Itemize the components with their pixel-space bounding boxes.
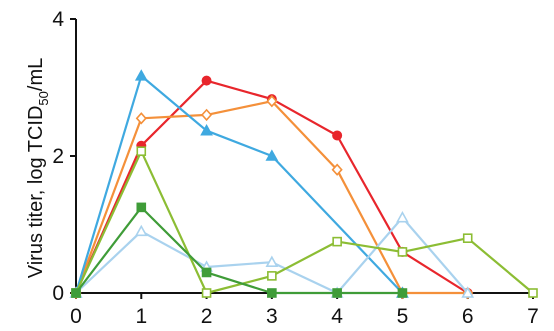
x-tick-label: 5: [397, 305, 409, 328]
series-2: [70, 95, 474, 300]
data-point: [396, 211, 409, 223]
data-point: [332, 236, 342, 247]
data-point: [71, 288, 81, 298]
y-tick-label: 4: [52, 8, 64, 31]
data-point: [136, 146, 147, 157]
series-3: [69, 69, 409, 298]
data-point: [265, 149, 279, 161]
y-axis-label-unit: /mL: [25, 58, 47, 91]
data-point: [267, 288, 277, 298]
data-point: [397, 288, 408, 298]
series-6: [71, 202, 408, 298]
x-tick-label: 2: [201, 305, 213, 328]
y-tick-label: 2: [52, 145, 64, 168]
data-point: [136, 202, 147, 213]
data-point: [201, 267, 212, 278]
svg-text:Virus titer, log TCID50/mL: Virus titer, log TCID50/mL: [25, 58, 51, 278]
y-axis-label: Virus titer, log TCID50/mL: [25, 58, 51, 278]
data-point: [462, 233, 473, 243]
data-point: [266, 95, 278, 108]
y-tick-label: 0: [52, 282, 64, 305]
x-tick-label: 1: [135, 305, 147, 328]
x-tick-label: 4: [331, 305, 343, 328]
data-point: [134, 224, 148, 237]
data-point: [397, 247, 408, 257]
data-point: [200, 108, 213, 122]
data-point: [332, 130, 343, 141]
series-line: [75, 150, 534, 295]
axes: 0 1 2 3 4 5 6 7 0 2 4: [52, 8, 539, 328]
data-point: [201, 288, 212, 298]
series-layer: [69, 69, 538, 300]
data-point: [267, 271, 277, 281]
x-tick-label: 0: [70, 305, 82, 328]
series-line: [75, 206, 403, 295]
x-tick-label: 6: [462, 305, 474, 328]
data-point: [528, 288, 538, 298]
data-point: [461, 286, 475, 298]
data-point: [200, 124, 213, 136]
data-point: [134, 69, 148, 81]
y-axis-label-subscript: 50: [36, 91, 51, 105]
y-axis-label-main: Virus titer, log TCID: [25, 106, 47, 279]
data-point: [265, 255, 279, 267]
series-4: [69, 211, 475, 298]
x-tick-label: 7: [527, 305, 539, 328]
data-point: [331, 163, 343, 176]
series-5: [71, 146, 538, 298]
data-point: [332, 288, 342, 298]
x-tick-label: 3: [266, 305, 278, 328]
data-point: [201, 75, 212, 86]
data-point: [135, 112, 147, 125]
